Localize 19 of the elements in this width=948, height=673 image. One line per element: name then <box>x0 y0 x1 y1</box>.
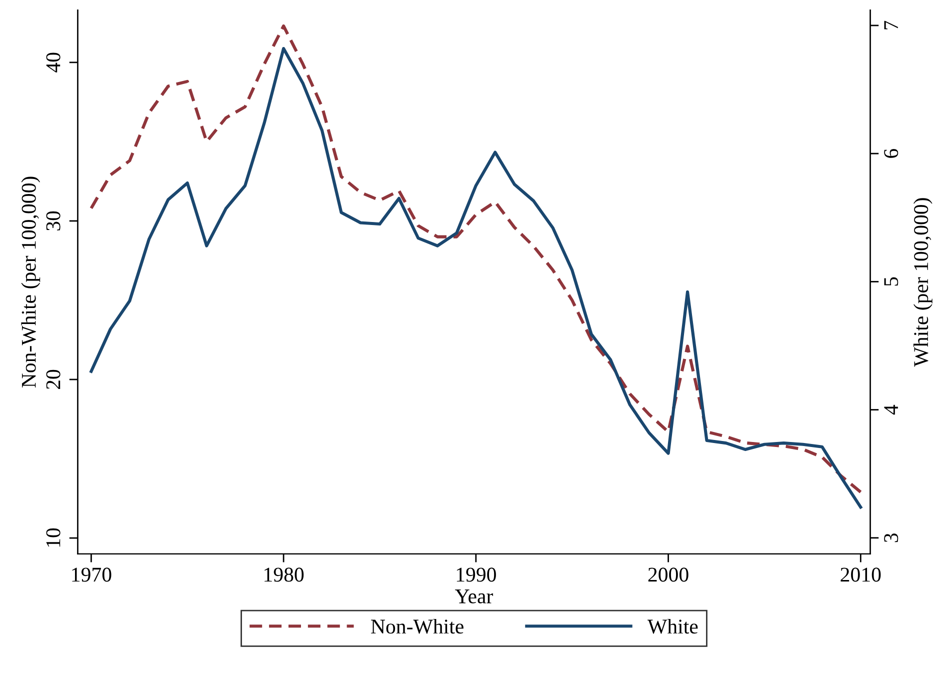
y2-tick-label: 7 <box>884 20 898 30</box>
y2-tick-label: 3 <box>884 533 898 542</box>
x-tick-label: 2000 <box>648 568 688 582</box>
y2-axis-title: White (per 100,000) <box>913 198 932 367</box>
legend-label: Non-White <box>371 618 464 634</box>
y-tick-label: 30 <box>46 211 60 230</box>
x-axis-title: Year <box>455 590 494 604</box>
x-tick-label: 1980 <box>264 568 304 582</box>
y-axis-title: Non-White (per 100,000) <box>21 176 40 388</box>
y-tick-label: 40 <box>46 52 60 72</box>
x-tick-label: 1990 <box>456 568 496 582</box>
x-tick-label: 1970 <box>72 568 112 582</box>
x-tick-label: 2010 <box>840 568 881 582</box>
y2-tick-label: 6 <box>884 148 898 158</box>
y2-tick-label: 4 <box>884 404 898 415</box>
legend-label: White <box>648 618 698 634</box>
y-tick-label: 10 <box>46 528 60 547</box>
y-tick-label: 20 <box>46 370 60 389</box>
y2-tick-label: 5 <box>884 277 898 286</box>
